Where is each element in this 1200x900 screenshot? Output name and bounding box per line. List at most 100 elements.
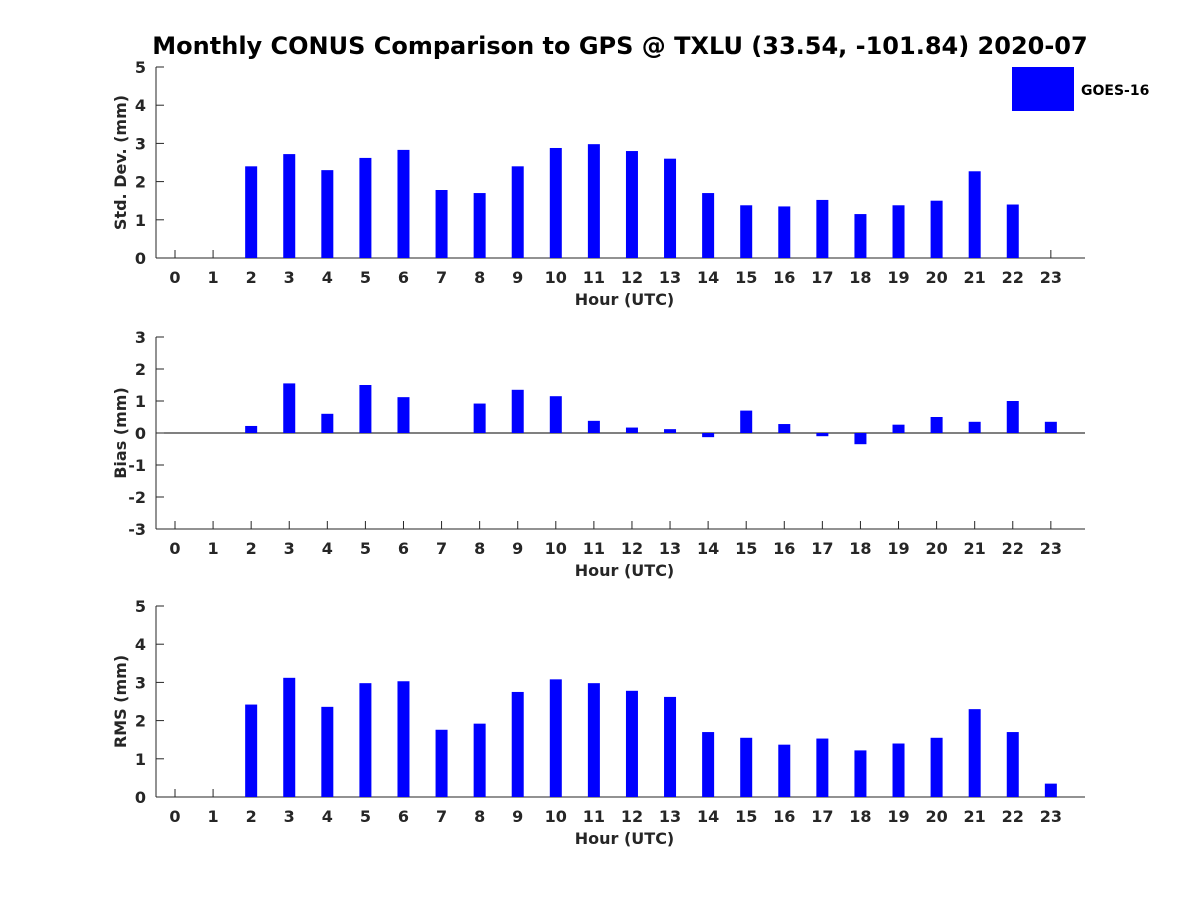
x-tick-label: 15 xyxy=(735,807,757,826)
x-tick-label: 6 xyxy=(398,807,409,826)
x-tick-label: 22 xyxy=(1002,268,1024,287)
x-tick-label: 2 xyxy=(246,807,257,826)
bar-bias-hour-19 xyxy=(892,424,905,433)
x-tick-label: 5 xyxy=(360,539,371,558)
x-tick-label: 13 xyxy=(659,539,681,558)
bar-bias-hour-16 xyxy=(778,424,791,433)
bar-rms-hour-2 xyxy=(245,704,258,797)
chart-title: Monthly CONUS Comparison to GPS @ TXLU (… xyxy=(152,32,1087,60)
x-tick-label: 21 xyxy=(964,268,986,287)
x-tick-label: 1 xyxy=(208,539,219,558)
bar-rms-hour-20 xyxy=(930,737,943,797)
y-tick-label: 3 xyxy=(135,673,146,692)
legend-label: GOES-16 xyxy=(1081,83,1149,99)
x-tick-label: 18 xyxy=(849,539,871,558)
bar-stddev-hour-17 xyxy=(816,199,829,258)
bar-stddev-hour-2 xyxy=(245,166,258,258)
bar-rms-hour-9 xyxy=(511,691,524,797)
bar-bias-hour-8 xyxy=(473,403,486,433)
x-tick-label: 12 xyxy=(621,268,643,287)
x-axis-label: Hour (UTC) xyxy=(575,290,675,309)
x-tick-label: 11 xyxy=(583,807,605,826)
bar-rms-hour-13 xyxy=(664,696,677,797)
bar-rms-hour-3 xyxy=(283,677,296,797)
x-tick-label: 2 xyxy=(246,268,257,287)
x-tick-label: 4 xyxy=(322,807,333,826)
bar-rms-hour-21 xyxy=(968,709,981,797)
x-tick-label: 12 xyxy=(621,539,643,558)
x-tick-label: 9 xyxy=(512,539,523,558)
x-tick-label: 18 xyxy=(849,268,871,287)
bar-rms-hour-7 xyxy=(435,729,448,797)
bar-stddev-hour-4 xyxy=(321,170,334,258)
x-tick-label: 6 xyxy=(398,539,409,558)
bar-bias-hour-12 xyxy=(625,427,638,433)
x-tick-label: 20 xyxy=(925,539,947,558)
y-tick-label: 0 xyxy=(135,788,146,807)
x-axis-label: Hour (UTC) xyxy=(575,561,675,580)
bar-bias-hour-6 xyxy=(397,397,410,433)
x-tick-label: 13 xyxy=(659,268,681,287)
y-axis-label: Std. Dev. (mm) xyxy=(111,95,130,230)
y-tick-label: 2 xyxy=(135,712,146,731)
bar-stddev-hour-5 xyxy=(359,157,372,258)
x-tick-label: 14 xyxy=(697,268,719,287)
y-tick-label: 0 xyxy=(135,424,146,443)
x-tick-label: 8 xyxy=(474,807,485,826)
bar-rms-hour-8 xyxy=(473,723,486,797)
bar-bias-hour-4 xyxy=(321,413,334,433)
bar-stddev-hour-9 xyxy=(511,166,524,258)
x-tick-label: 9 xyxy=(512,807,523,826)
x-tick-label: 16 xyxy=(773,807,795,826)
bar-rms-hour-11 xyxy=(587,683,600,797)
y-tick-label: 3 xyxy=(135,134,146,153)
y-tick-label: 1 xyxy=(135,750,146,769)
bar-stddev-hour-10 xyxy=(549,147,562,258)
x-tick-label: 11 xyxy=(583,268,605,287)
x-tick-label: 10 xyxy=(545,268,567,287)
x-tick-label: 1 xyxy=(208,268,219,287)
x-tick-label: 3 xyxy=(284,807,295,826)
x-tick-label: 23 xyxy=(1040,539,1062,558)
y-tick-label: 3 xyxy=(135,328,146,347)
legend-swatch xyxy=(1012,67,1074,111)
x-tick-label: 22 xyxy=(1002,807,1024,826)
x-tick-label: 2 xyxy=(246,539,257,558)
x-tick-label: 19 xyxy=(887,268,909,287)
x-tick-label: 19 xyxy=(887,539,909,558)
x-tick-label: 14 xyxy=(697,807,719,826)
y-tick-label: -3 xyxy=(128,520,146,539)
bar-bias-hour-2 xyxy=(245,425,258,433)
bar-bias-hour-18 xyxy=(854,433,867,445)
bar-stddev-hour-18 xyxy=(854,214,867,258)
bar-bias-hour-3 xyxy=(283,383,296,433)
x-tick-label: 7 xyxy=(436,807,447,826)
y-tick-label: 2 xyxy=(135,173,146,192)
bar-stddev-hour-19 xyxy=(892,205,905,258)
bar-stddev-hour-13 xyxy=(664,158,677,258)
legend: GOES-16 xyxy=(1012,67,1149,111)
x-tick-label: 16 xyxy=(773,539,795,558)
bar-bias-hour-17 xyxy=(816,433,829,437)
bar-bias-hour-11 xyxy=(587,420,600,433)
y-tick-label: 5 xyxy=(135,597,146,616)
bar-stddev-hour-16 xyxy=(778,206,791,258)
bar-bias-hour-9 xyxy=(511,389,524,433)
bar-rms-hour-15 xyxy=(740,737,753,797)
bar-bias-hour-21 xyxy=(968,421,981,433)
bar-bias-hour-20 xyxy=(930,417,943,433)
y-tick-label: 5 xyxy=(135,58,146,77)
bar-stddev-hour-20 xyxy=(930,200,943,258)
y-tick-label: -1 xyxy=(128,456,146,475)
y-tick-label: 1 xyxy=(135,392,146,411)
bar-stddev-hour-7 xyxy=(435,190,448,258)
x-tick-label: 22 xyxy=(1002,539,1024,558)
bar-bias-hour-22 xyxy=(1006,401,1019,433)
bar-stddev-hour-11 xyxy=(587,144,600,258)
x-tick-label: 7 xyxy=(436,268,447,287)
bar-rms-hour-12 xyxy=(625,690,638,797)
bar-rms-hour-4 xyxy=(321,706,334,797)
y-tick-label: 4 xyxy=(135,96,146,115)
